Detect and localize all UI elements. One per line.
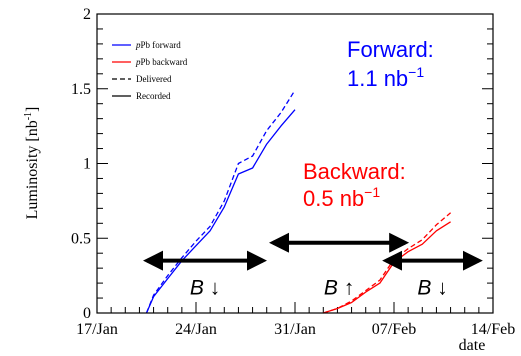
y-tick-label: 0.5 xyxy=(71,230,91,247)
y-tick-label: 2 xyxy=(83,6,91,23)
series-lines xyxy=(145,89,452,314)
legend-entry-backward: pPb backward xyxy=(112,57,188,67)
y-tick-label: 1 xyxy=(83,156,91,173)
field-label: B ↑ xyxy=(324,277,354,300)
field-label: B ↓ xyxy=(417,277,447,300)
x-tick-label: 31/Jan xyxy=(274,321,316,338)
legend: pPb forward pPb backward Delivered Recor… xyxy=(112,40,188,101)
x-tick-label: 14/Feb xyxy=(471,321,515,338)
legend-entry-recorded: Recorded xyxy=(112,91,171,101)
legend-entry-forward: pPb forward xyxy=(112,40,181,50)
y-axis-label: Luminosity [nb-1] xyxy=(23,107,41,220)
forward-value: 1.1 nb−1 xyxy=(347,64,424,91)
forward-title: Forward: xyxy=(347,37,434,62)
legend-entry-delivered: Delivered xyxy=(112,74,172,84)
legend-label-backward: pPb backward xyxy=(135,57,188,67)
ppb-forward-delivered-line xyxy=(145,89,296,314)
y-tick-label: 1.5 xyxy=(71,81,91,98)
y-tick-label: 0 xyxy=(83,305,91,322)
backward-title: Backward: xyxy=(303,159,406,184)
legend-label-delivered: Delivered xyxy=(136,74,172,84)
x-tick-label: 17/Jan xyxy=(76,321,118,338)
ppb-backward-recorded-line xyxy=(323,221,451,314)
legend-label-recorded: Recorded xyxy=(136,91,171,101)
axis-ticks xyxy=(96,13,494,314)
x-tick-label: 24/Jan xyxy=(175,321,217,338)
plot-frame xyxy=(96,13,494,314)
x-tick-label: 07/Feb xyxy=(372,321,416,338)
field-arrows: B ↓ B ↑ B ↓ xyxy=(143,232,483,300)
field-label: B ↓ xyxy=(190,277,220,300)
x-axis-label: date xyxy=(459,337,486,354)
ppb-forward-recorded-line xyxy=(145,109,296,314)
legend-label-forward: pPb forward xyxy=(135,40,181,50)
backward-value: 0.5 nb−1 xyxy=(303,184,380,211)
tick-labels: 17/Jan 24/Jan 31/Jan 07/Feb 14/Feb 0 0.5 1 1.5 2 xyxy=(71,6,515,338)
